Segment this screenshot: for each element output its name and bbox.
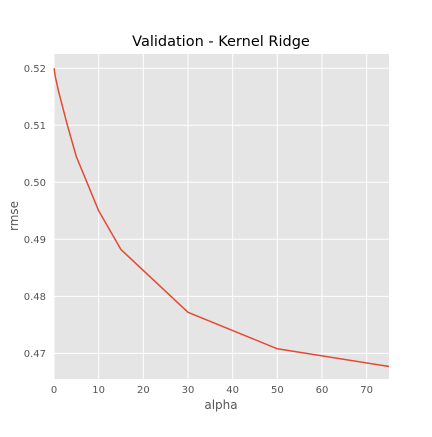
x-tick-label: 50 — [271, 385, 284, 396]
grid-lines — [53, 54, 389, 379]
x-tick-label: 40 — [226, 385, 239, 396]
y-tick-label: 0.50 — [24, 178, 46, 189]
y-tick-label: 0.48 — [24, 292, 46, 303]
y-axis-label: rmse — [7, 201, 21, 231]
x-tick-label: 60 — [316, 385, 329, 396]
chart-title: Validation - Kernel Ridge — [132, 34, 310, 50]
series-line — [53, 68, 390, 368]
x-tick-label: 10 — [92, 385, 105, 396]
y-tick-label: 0.51 — [24, 121, 46, 132]
x-tick-label: 70 — [360, 385, 373, 396]
x-tick-label: 0 — [51, 385, 57, 396]
y-tick-label: 0.52 — [24, 64, 46, 75]
y-tick-label: 0.49 — [24, 235, 46, 246]
plot-background — [54, 54, 389, 379]
x-tick-label: 30 — [182, 385, 195, 396]
y-tick-label: 0.47 — [24, 349, 46, 360]
series-layer — [53, 68, 390, 368]
x-tick-label: 20 — [137, 385, 150, 396]
x-axis-label: alpha — [204, 398, 237, 412]
tick-labels: 0 10 20 30 40 50 60 70 0.47 0.48 0.49 0.50 0.51 0.52 — [24, 64, 373, 396]
